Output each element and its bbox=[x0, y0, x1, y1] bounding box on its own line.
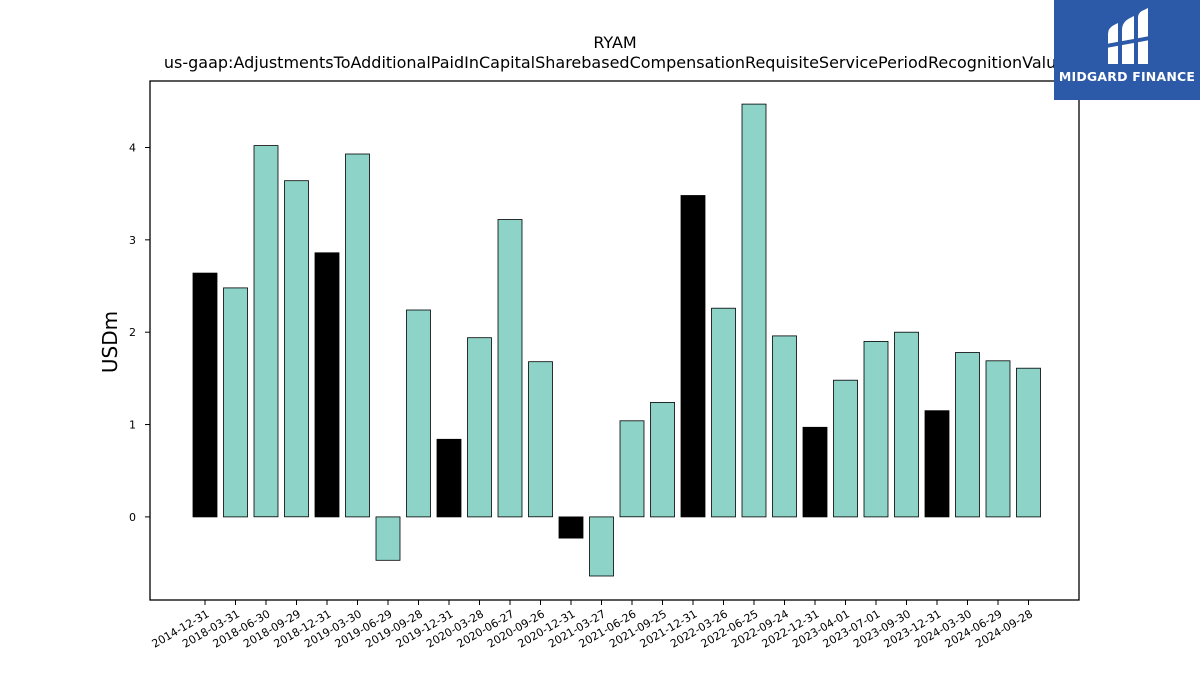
bar-2022-06-25 bbox=[741, 103, 767, 518]
bar-2020-06-27 bbox=[497, 219, 523, 518]
x-axis: 2014-12-312018-03-312018-06-302018-09-29… bbox=[150, 600, 1035, 651]
bar-2019-12-31 bbox=[436, 438, 462, 518]
bar-2024-06-29 bbox=[985, 360, 1011, 518]
y-tick-label: 3 bbox=[129, 234, 136, 247]
bar-2023-04-01 bbox=[833, 379, 858, 518]
y-tick-label: 1 bbox=[129, 419, 136, 432]
bar-2021-12-31 bbox=[680, 195, 706, 518]
y-tick-label: 2 bbox=[129, 326, 136, 339]
bar-2022-03-26 bbox=[711, 307, 736, 518]
y-axis: 0 1 2 3 4 bbox=[129, 141, 150, 524]
plot-frame bbox=[149, 80, 1080, 601]
brand-logo-text: MIDGARD FINANCE bbox=[1058, 69, 1196, 84]
bars-group bbox=[192, 103, 1041, 577]
bar-2019-03-30 bbox=[345, 153, 370, 518]
bar-2020-12-31 bbox=[558, 516, 584, 539]
bar-2018-06-30 bbox=[253, 145, 279, 518]
bar-2023-07-01 bbox=[863, 340, 889, 518]
bar-2022-12-31 bbox=[802, 426, 828, 518]
bar-2024-09-28 bbox=[1016, 367, 1041, 518]
chart-title: RYAM bbox=[593, 33, 636, 52]
bar-2020-03-28 bbox=[467, 337, 492, 518]
bar-2018-03-31 bbox=[223, 287, 248, 518]
bar-2020-09-26 bbox=[528, 361, 553, 518]
bar-2023-12-31 bbox=[924, 410, 950, 518]
bar-2021-03-27 bbox=[589, 516, 614, 577]
bar-2021-09-25 bbox=[650, 401, 675, 518]
bar-2019-06-29 bbox=[375, 516, 401, 561]
bar-2018-09-29 bbox=[284, 180, 309, 518]
midgard-logo-icon bbox=[1106, 8, 1150, 64]
bar-2024-03-30 bbox=[955, 352, 980, 518]
y-tick-label: 0 bbox=[129, 511, 136, 524]
chart-subtitle: us-gaap:AdjustmentsToAdditionalPaidInCap… bbox=[164, 53, 1066, 72]
bar-2014-12-31 bbox=[192, 272, 218, 518]
brand-logo: MIDGARD FINANCE bbox=[1054, 0, 1200, 100]
bar-2023-09-30 bbox=[894, 331, 919, 518]
bar-2022-09-24 bbox=[772, 335, 797, 518]
y-axis-label: USDm bbox=[98, 311, 122, 373]
bar-2018-12-31 bbox=[314, 252, 340, 518]
y-tick-label: 4 bbox=[129, 141, 136, 154]
bar-2021-06-26 bbox=[619, 420, 645, 518]
bar-2019-09-28 bbox=[406, 309, 431, 518]
